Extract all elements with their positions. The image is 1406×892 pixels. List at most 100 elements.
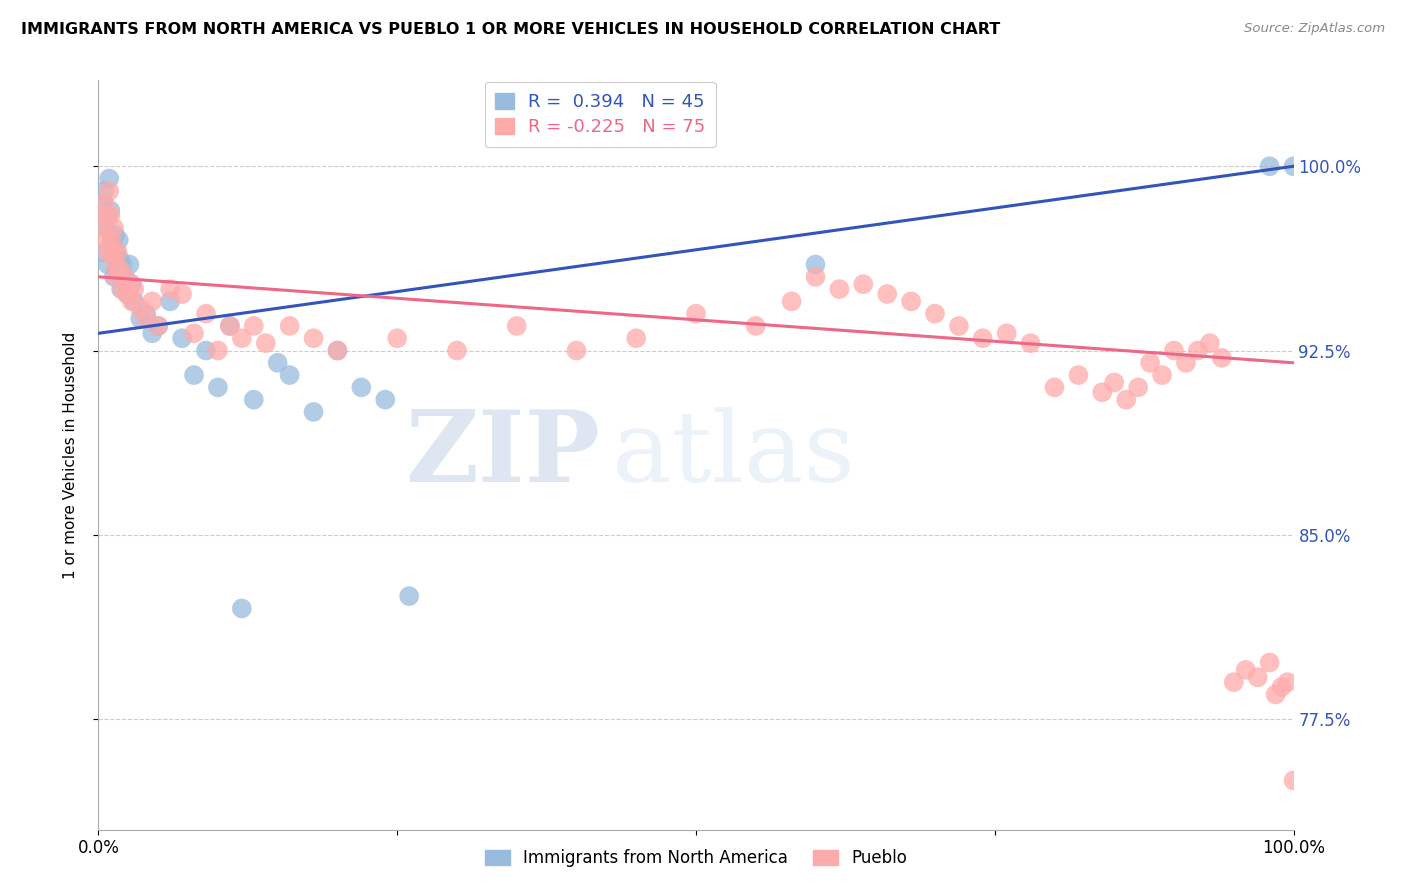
Point: [1163, 343, 1185, 358]
Point: [100, 233, 122, 247]
Point: [183, 326, 205, 341]
Point: [1264, 688, 1286, 702]
Point: [148, 318, 170, 333]
Point: [104, 228, 127, 243]
Point: [107, 262, 129, 277]
Point: [1091, 385, 1114, 400]
Point: [398, 589, 420, 603]
Point: [804, 258, 827, 272]
Point: [159, 282, 181, 296]
Point: [1223, 675, 1246, 690]
Point: [995, 326, 1018, 341]
Text: ZIP: ZIP: [405, 407, 600, 503]
Point: [852, 277, 875, 292]
Point: [103, 269, 125, 284]
Point: [98, 208, 122, 222]
Text: Source: ZipAtlas.com: Source: ZipAtlas.com: [1244, 22, 1385, 36]
Point: [97, 258, 120, 272]
Point: [103, 220, 125, 235]
Point: [780, 294, 803, 309]
Point: [924, 307, 946, 321]
Point: [172, 331, 194, 345]
Point: [108, 262, 131, 277]
Point: [148, 318, 170, 333]
Point: [114, 269, 136, 284]
Point: [107, 245, 129, 260]
Text: atlas: atlas: [613, 407, 855, 503]
Point: [110, 282, 132, 296]
Point: [1277, 675, 1299, 690]
Point: [91, 220, 114, 235]
Point: [231, 601, 253, 615]
Point: [565, 343, 588, 358]
Point: [1067, 368, 1090, 382]
Point: [745, 318, 768, 333]
Point: [118, 277, 141, 292]
Point: [105, 269, 128, 284]
Point: [91, 196, 114, 211]
Point: [97, 245, 120, 260]
Point: [207, 380, 229, 394]
Point: [804, 269, 827, 284]
Point: [115, 287, 138, 301]
Point: [121, 294, 143, 309]
Point: [685, 307, 707, 321]
Point: [1115, 392, 1137, 407]
Point: [1211, 351, 1233, 365]
Point: [267, 356, 290, 370]
Point: [172, 287, 194, 301]
Point: [385, 331, 409, 345]
Point: [506, 318, 529, 333]
Point: [96, 208, 118, 222]
Point: [105, 245, 128, 260]
Point: [114, 269, 136, 284]
Point: [326, 343, 349, 358]
Point: [1043, 380, 1066, 394]
Point: [195, 307, 218, 321]
Point: [98, 184, 121, 198]
Point: [1104, 376, 1126, 390]
Point: [219, 318, 242, 333]
Point: [350, 380, 373, 394]
Point: [98, 203, 122, 218]
Point: [1258, 159, 1281, 173]
Point: [94, 233, 117, 247]
Point: [1271, 680, 1294, 694]
Point: [111, 282, 134, 296]
Point: [1019, 336, 1042, 351]
Point: [972, 331, 994, 345]
Point: [326, 343, 349, 358]
Point: [111, 258, 134, 272]
Point: [1234, 663, 1257, 677]
Point: [124, 294, 146, 309]
Point: [115, 287, 138, 301]
Point: [1282, 773, 1305, 788]
Point: [302, 405, 325, 419]
Point: [626, 331, 648, 345]
Point: [129, 301, 152, 316]
Y-axis label: 1 or more Vehicles in Household: 1 or more Vehicles in Household: [63, 331, 77, 579]
Point: [219, 318, 242, 333]
Legend: Immigrants from North America, Pueblo: Immigrants from North America, Pueblo: [478, 842, 914, 873]
Point: [1175, 356, 1198, 370]
Point: [107, 233, 129, 247]
Point: [876, 287, 898, 301]
Point: [948, 318, 970, 333]
Point: [374, 392, 396, 407]
Point: [93, 196, 115, 211]
Point: [302, 331, 325, 345]
Point: [101, 245, 124, 260]
Point: [101, 238, 124, 252]
Point: [104, 258, 127, 272]
Point: [1247, 670, 1270, 684]
Point: [1187, 343, 1209, 358]
Point: [141, 294, 163, 309]
Point: [96, 208, 118, 222]
Point: [278, 318, 301, 333]
Point: [243, 318, 266, 333]
Point: [243, 392, 266, 407]
Point: [1139, 356, 1161, 370]
Point: [94, 220, 117, 235]
Point: [1282, 159, 1305, 173]
Point: [183, 368, 205, 382]
